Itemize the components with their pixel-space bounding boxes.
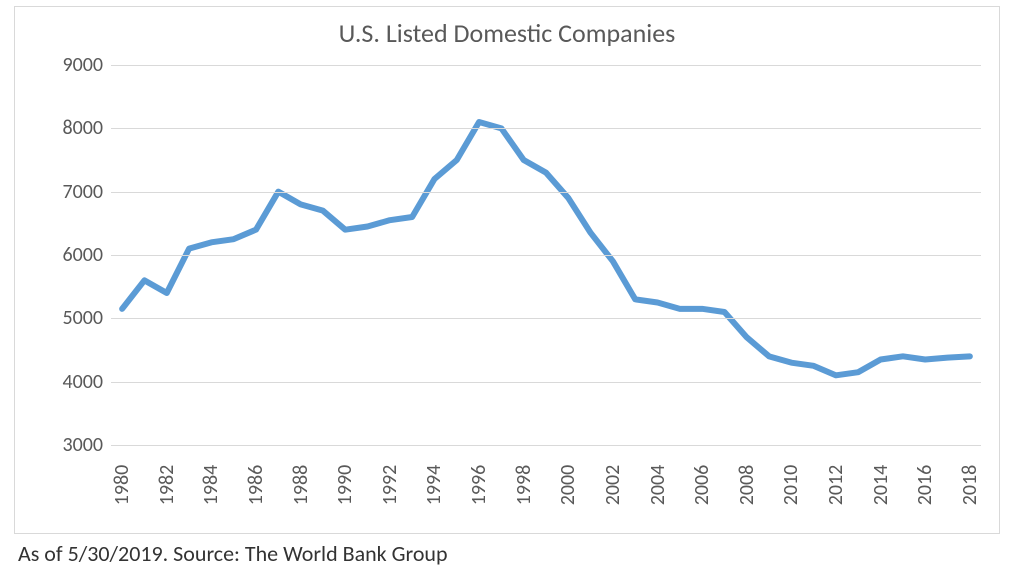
x-tick-label: 2010 (779, 465, 803, 506)
x-tick-label: 2004 (646, 465, 670, 506)
gridline (111, 318, 981, 319)
chart-frame: U.S. Listed Domestic Companies 300040005… (14, 6, 1000, 534)
y-tick-label: 8000 (51, 116, 103, 140)
y-tick-label: 5000 (51, 306, 103, 330)
x-tick-label: 1996 (467, 465, 491, 506)
gridline (111, 128, 981, 129)
x-tick-label: 1980 (110, 465, 134, 506)
x-tick-label: 1990 (333, 465, 357, 506)
x-tick-label: 2006 (690, 465, 714, 506)
x-tick-label: 2018 (958, 465, 982, 506)
y-tick-label: 3000 (51, 433, 103, 457)
gridline (111, 255, 981, 256)
x-tick-label: 1986 (244, 465, 268, 506)
gridline (111, 192, 981, 193)
plot-area: 3000400050006000700080009000 (111, 65, 981, 445)
gridline (111, 445, 981, 446)
series-line (122, 122, 970, 375)
x-tick-label: 1982 (155, 465, 179, 506)
x-tick-label: 1992 (378, 465, 402, 506)
gridline (111, 65, 981, 66)
x-tick-label: 1998 (512, 465, 536, 506)
chart-caption: As of 5/30/2019. Source: The World Bank … (18, 540, 448, 567)
x-tick-label: 2014 (869, 465, 893, 506)
x-tick-label: 2012 (824, 465, 848, 506)
gridline (111, 382, 981, 383)
x-tick-label: 2000 (556, 465, 580, 506)
x-tick-label: 1994 (422, 465, 446, 506)
x-tick-label: 2008 (735, 465, 759, 506)
x-tick-label: 1988 (289, 465, 313, 506)
y-tick-label: 7000 (51, 180, 103, 204)
y-tick-label: 4000 (51, 370, 103, 394)
x-tick-label: 1984 (199, 465, 223, 506)
x-tick-label: 2002 (601, 465, 625, 506)
y-tick-label: 9000 (51, 53, 103, 77)
x-axis-ticks: 1980 1982 1984 1986 1988 1990 1992 1994 1996 1998… (111, 451, 981, 531)
y-tick-label: 6000 (51, 243, 103, 267)
x-tick-label: 2016 (913, 465, 937, 506)
chart-title: U.S. Listed Domestic Companies (15, 17, 999, 49)
